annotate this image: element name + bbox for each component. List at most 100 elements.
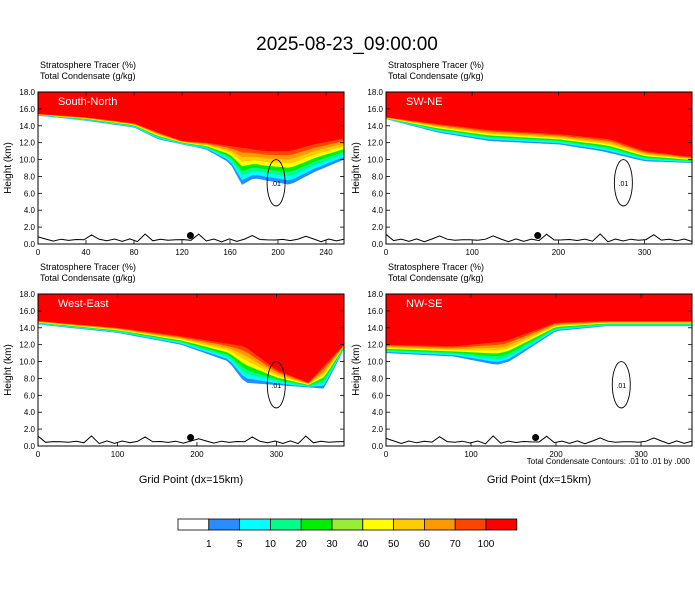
colorbar-tick-label: 40: [357, 539, 369, 550]
y-tick-label: 16.0: [367, 307, 383, 316]
y-tick-label: 12.0: [19, 139, 35, 148]
x-tick-label: 200: [549, 450, 563, 459]
y-tick-label: 6.0: [372, 189, 384, 198]
contour-label: .01: [271, 181, 281, 188]
tracer-layer: [386, 92, 692, 157]
y-tick-label: 0.0: [372, 240, 384, 249]
plot-frame: [37, 293, 345, 447]
panel-header-tracer: Stratosphere Tracer (%): [40, 262, 136, 272]
colorbar-tick-label: 30: [326, 539, 338, 550]
y-tick-label: 6.0: [24, 391, 36, 400]
colorbar: 1 5 10 20 30 40 50 60 70 100: [177, 518, 518, 550]
y-tick-label: 14.0: [19, 122, 35, 131]
plot-frame: [37, 91, 345, 245]
colorbar-tick-label: 20: [296, 539, 308, 550]
y-tick-label: 8.0: [24, 374, 36, 383]
colorbar-swatch: [423, 518, 456, 531]
plot-frame: [385, 293, 693, 447]
tracer-field: .01: [38, 92, 344, 244]
colorbar-swatch: [269, 518, 302, 531]
panel-header-condensate: Total Condensate (g/kg): [388, 273, 484, 283]
y-tick-label: 6.0: [24, 189, 36, 198]
y-tick-label: 4.0: [372, 408, 384, 417]
x-tick-label: 0: [384, 248, 389, 257]
panel-header-tracer: Stratosphere Tracer (%): [388, 262, 484, 272]
y-tick-label: 10.0: [367, 358, 383, 367]
x-axis-label: Grid Point (dx=15km): [487, 474, 591, 486]
colorbar-swatch: [208, 518, 241, 531]
y-tick-label: 18.0: [367, 290, 383, 299]
y-tick-label: 8.0: [24, 172, 36, 181]
y-tick-label: 2.0: [24, 223, 36, 232]
panel-west-east: .01 West-East Stratosphere Tracer (%)Total…: [3, 262, 345, 486]
x-tick-label: 40: [82, 248, 91, 257]
panel-label: South-North: [58, 96, 117, 108]
panel-header-condensate: Total Condensate (g/kg): [388, 71, 484, 81]
x-tick-label: 100: [464, 450, 478, 459]
x-tick-label: 80: [130, 248, 139, 257]
y-tick-label: 18.0: [19, 88, 35, 97]
y-tick-label: 16.0: [19, 307, 35, 316]
colorbar-swatch: [239, 518, 271, 531]
y-tick-label: 2.0: [24, 425, 36, 434]
panel-label: West-East: [58, 298, 109, 310]
tracer-layer: [38, 92, 344, 152]
y-tick-label: 8.0: [372, 172, 384, 181]
colorbar-swatch: [362, 518, 394, 531]
colorbar-tick-label: 50: [388, 539, 400, 550]
y-tick-label: 12.0: [367, 139, 383, 148]
colorbar-tick-label: 10: [265, 539, 277, 550]
colorbar-tick-label: 70: [450, 539, 462, 550]
y-tick-label: 0.0: [24, 442, 36, 451]
y-tick-label: 2.0: [372, 425, 384, 434]
y-tick-label: 18.0: [19, 290, 35, 299]
panel-south-north: .01 South-North Stratosphere Tracer (%)Tot…: [3, 60, 345, 257]
y-tick-label: 4.0: [24, 408, 36, 417]
x-tick-label: 200: [190, 450, 204, 459]
x-tick-label: 0: [36, 450, 41, 459]
x-tick-label: 200: [552, 248, 566, 257]
terrain-line: [386, 435, 692, 445]
x-tick-label: 100: [466, 248, 480, 257]
x-tick-label: 240: [319, 248, 333, 257]
x-tick-label: 300: [638, 248, 652, 257]
tracer-field: .01: [38, 294, 344, 446]
location-marker: [532, 434, 540, 442]
colorbar-swatch: [331, 518, 364, 531]
y-axis-label: Height (km): [3, 344, 14, 396]
terrain-line: [386, 233, 692, 243]
tracer-layer: [38, 294, 344, 383]
y-tick-label: 14.0: [367, 122, 383, 131]
colorbar-tick-label: 5: [237, 539, 243, 550]
x-tick-label: 100: [111, 450, 125, 459]
panel-header-tracer: Stratosphere Tracer (%): [40, 60, 136, 70]
panel-header-condensate: Total Condensate (g/kg): [40, 71, 136, 81]
colorbar-tick-label: 60: [419, 539, 431, 550]
contour-label: .01: [271, 383, 281, 390]
y-tick-label: 4.0: [372, 206, 384, 215]
tracer-layer: [386, 294, 692, 347]
tracer-field: .01: [386, 294, 692, 446]
y-axis-label: Height (km): [351, 142, 362, 194]
x-tick-label: 160: [223, 248, 237, 257]
x-tick-label: 200: [271, 248, 285, 257]
y-tick-label: 14.0: [367, 324, 383, 333]
x-tick-label: 300: [634, 450, 648, 459]
y-tick-label: 10.0: [367, 156, 383, 165]
location-marker: [534, 232, 542, 240]
y-tick-label: 12.0: [367, 341, 383, 350]
panel-sw-ne: .01 SW-NE Stratosphere Tracer (%)Total Con…: [351, 60, 693, 257]
y-tick-label: 16.0: [19, 105, 35, 114]
x-tick-label: 0: [36, 248, 41, 257]
location-marker: [187, 434, 195, 442]
y-tick-label: 2.0: [372, 223, 384, 232]
tracer-field: .01: [386, 92, 692, 244]
panel-label: NW-SE: [406, 298, 442, 310]
y-tick-label: 0.0: [24, 240, 36, 249]
colorbar-swatch: [177, 518, 210, 531]
condensate-contour: [613, 159, 633, 207]
x-tick-label: 300: [270, 450, 284, 459]
y-axis-label: Height (km): [3, 142, 14, 194]
x-tick-label: 120: [175, 248, 189, 257]
